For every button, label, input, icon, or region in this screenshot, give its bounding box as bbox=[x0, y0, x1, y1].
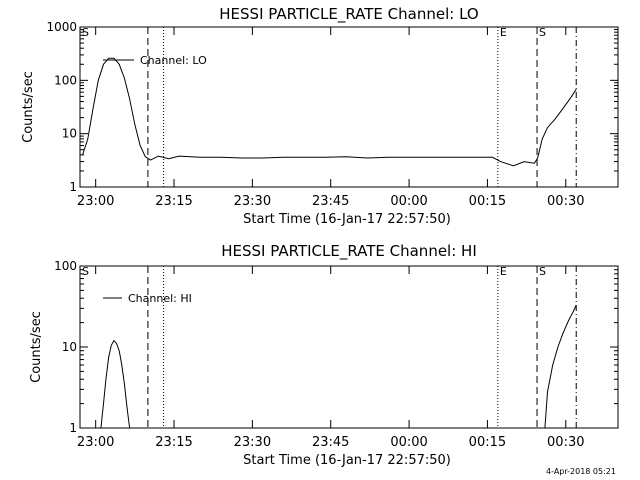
panel-hi-marker-label-3: E bbox=[500, 265, 507, 278]
panel-lo-marker-label-3: E bbox=[500, 26, 507, 39]
panel-hi-marker-label-4: S bbox=[539, 265, 546, 278]
panel-lo-xtick-label-4: 00:00 bbox=[390, 194, 427, 209]
panel-hi-xlabel: Start Time (16-Jan-17 22:57:50) bbox=[243, 453, 451, 468]
panel-lo-title: HESSI PARTICLE_RATE Channel: LO bbox=[219, 5, 478, 24]
panel-hi-y-ticks: 1 10 100 bbox=[54, 259, 618, 435]
panel-hi-xtick-label-0: 23:00 bbox=[77, 435, 114, 450]
panel-hi-ytick-label-2: 100 bbox=[54, 259, 77, 273]
panel-lo-xtick-label-1: 23:15 bbox=[155, 194, 192, 209]
panel-lo-xtick-label-5: 00:15 bbox=[469, 194, 506, 209]
panel-hi-series bbox=[100, 304, 577, 429]
panel-lo-ytick-label-0: 1 bbox=[69, 180, 77, 194]
panel-lo-frame bbox=[79, 26, 619, 188]
panel-lo-xtick-label-0: 23:00 bbox=[77, 194, 114, 209]
panel-hi-ytick-label-0: 1 bbox=[69, 421, 77, 435]
panel-lo-ylabel: Counts/sec bbox=[21, 71, 36, 143]
footer-timestamp: 4-Apr-2018 05:21 bbox=[546, 467, 616, 476]
panel-lo-xtick-label-2: 23:30 bbox=[234, 194, 271, 209]
panel-lo-series-line bbox=[82, 57, 577, 167]
panel-hi-xtick-label-1: 23:15 bbox=[155, 435, 192, 450]
panel-hi-series-segment-1 bbox=[544, 304, 577, 429]
panel-hi-ylabel: Counts/sec bbox=[29, 311, 44, 383]
panel-hi-xtick-label-3: 23:45 bbox=[312, 435, 349, 450]
panel-hi-xtick-label-4: 00:00 bbox=[390, 435, 427, 450]
panel-lo-y-ticks: 1 10 100 1000 bbox=[46, 20, 618, 194]
panel-lo-marker-label-0: S bbox=[82, 26, 89, 39]
panel-lo-marker-label-4: S bbox=[539, 26, 546, 39]
panel-lo-xtick-label-6: 00:30 bbox=[547, 194, 584, 209]
panel-hi-title: HESSI PARTICLE_RATE Channel: HI bbox=[221, 242, 477, 261]
panel-hi-marker-label-0: S bbox=[82, 265, 89, 278]
panel-hi-x-ticks: 23:00 23:15 23:30 23:45 00:00 00:15 00:30 bbox=[77, 266, 585, 450]
panel-lo-ytick-label-2: 100 bbox=[54, 73, 77, 87]
panel-hi-legend-label: Channel: HI bbox=[128, 292, 192, 305]
panel-hi-xtick-label-5: 00:15 bbox=[469, 435, 506, 450]
panel-hi-xtick-label-6: 00:30 bbox=[547, 435, 584, 450]
panel-lo-legend-label: Channel: LO bbox=[140, 54, 207, 67]
panel-hi-series-segment-0 bbox=[100, 339, 131, 429]
panel-hi-ytick-label-1: 10 bbox=[62, 340, 77, 354]
panel-lo-ytick-label-1: 10 bbox=[62, 127, 77, 141]
panel-lo-x-ticks: 23:00 23:15 23:30 23:45 00:00 00:15 00:30 bbox=[77, 27, 585, 209]
panel-hi-xtick-label-2: 23:30 bbox=[234, 435, 271, 450]
panel-lo-ytick-label-3: 1000 bbox=[46, 20, 77, 34]
panel-lo-xtick-label-3: 23:45 bbox=[312, 194, 349, 209]
panel-lo-xlabel: Start Time (16-Jan-17 22:57:50) bbox=[243, 212, 451, 227]
